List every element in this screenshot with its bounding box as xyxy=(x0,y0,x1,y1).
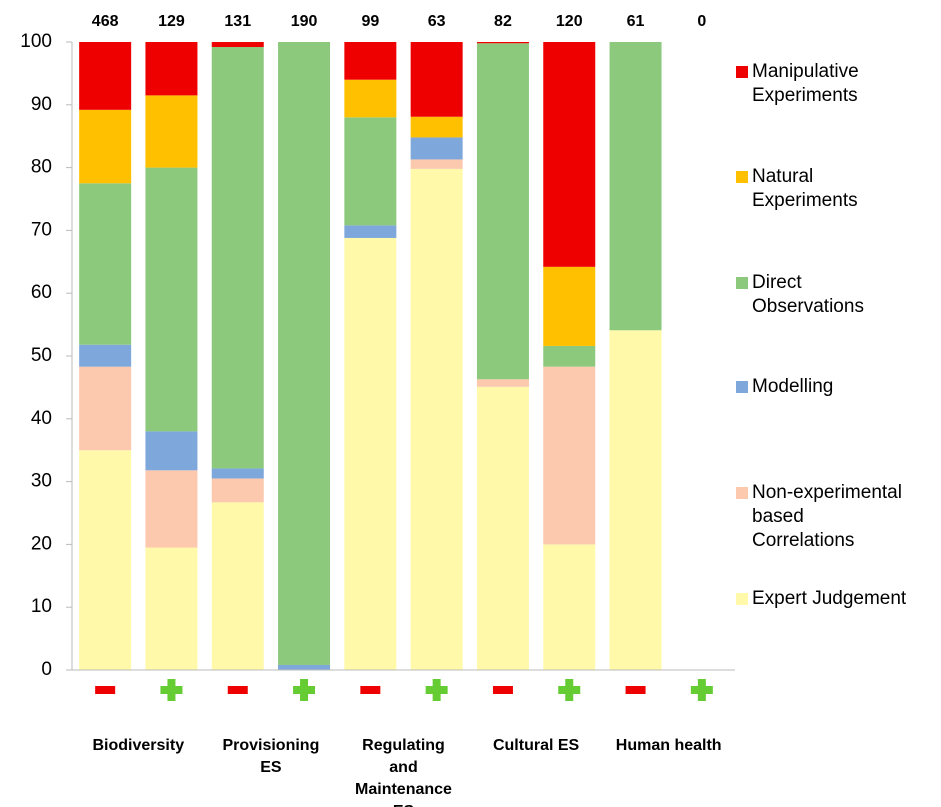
bar-segment xyxy=(609,42,662,331)
y-tick-label: 20 xyxy=(31,533,52,554)
bar-segment xyxy=(79,344,132,367)
plus-icon xyxy=(565,679,574,701)
bar-segment xyxy=(344,79,397,118)
bar-segment xyxy=(543,544,596,670)
bar-segment xyxy=(278,664,331,670)
bar-segment xyxy=(211,502,264,670)
bar-segment xyxy=(79,109,132,184)
category-label: Cultural ES xyxy=(492,737,580,754)
bar-segment xyxy=(211,42,264,48)
legend-label: Natural Experiments xyxy=(752,166,858,211)
bar-segment xyxy=(543,266,596,346)
y-tick-label: 60 xyxy=(31,282,52,303)
minus-icon xyxy=(360,686,381,694)
bar-segment xyxy=(410,116,463,138)
bar-segment xyxy=(145,547,198,670)
count-label: 131 xyxy=(224,13,251,30)
legend-swatch xyxy=(736,277,748,289)
bar-segment xyxy=(410,168,463,670)
minus-icon xyxy=(625,686,646,694)
category-label: Biodiversity xyxy=(92,737,185,754)
plus-icon xyxy=(300,679,309,701)
bar-segment xyxy=(410,137,463,160)
legend-swatch xyxy=(736,171,748,183)
bar-segment xyxy=(410,42,463,117)
bar-segment xyxy=(145,431,198,471)
legend-label: Direct Observations xyxy=(752,272,864,317)
count-label: 468 xyxy=(92,13,119,30)
count-label: 120 xyxy=(556,13,583,30)
count-label: 82 xyxy=(494,13,512,30)
legend-swatch xyxy=(736,381,748,393)
bar-segment xyxy=(211,468,264,479)
bar-segment xyxy=(79,450,132,670)
bar-segment xyxy=(476,43,529,380)
legend-swatch xyxy=(736,593,748,605)
y-tick-label: 100 xyxy=(20,31,52,52)
bar-segment xyxy=(344,117,397,226)
bar-segment xyxy=(278,42,331,665)
category-label: Provisioning ES xyxy=(222,737,320,776)
y-tick-label: 70 xyxy=(31,219,52,240)
bar-segment xyxy=(79,42,132,110)
minus-icon xyxy=(227,686,248,694)
y-tick-label: 40 xyxy=(31,408,52,429)
bar-segment xyxy=(344,225,397,238)
legend-swatch xyxy=(736,66,748,78)
bar-segment xyxy=(476,386,529,670)
bar-segment xyxy=(476,42,529,44)
bar-segment xyxy=(145,470,198,548)
legend-label: Modelling xyxy=(752,376,834,397)
bar-segment xyxy=(609,330,662,670)
bar-segment xyxy=(344,42,397,80)
bar-segment xyxy=(543,366,596,545)
count-label: 99 xyxy=(361,13,379,30)
y-tick-label: 0 xyxy=(41,659,52,680)
y-tick-label: 90 xyxy=(31,94,52,115)
legend-swatch xyxy=(736,487,748,499)
y-tick-label: 30 xyxy=(31,471,52,492)
count-label: 61 xyxy=(627,13,645,30)
legend-label: Manipulative Experiments xyxy=(752,61,859,106)
bar-segment xyxy=(145,42,198,96)
bar-segment xyxy=(79,366,132,451)
category-label: Human health xyxy=(615,737,722,754)
bar-segment xyxy=(543,345,596,367)
plus-icon xyxy=(697,679,706,701)
legend-label: Non-experimental based Correlations xyxy=(752,482,902,551)
plus-icon xyxy=(432,679,441,701)
bar-segment xyxy=(145,95,198,168)
category-label: Regulating and Maintenance ES xyxy=(355,737,452,807)
bar-segment xyxy=(145,167,198,432)
bar-segment xyxy=(211,478,264,503)
bar-segment xyxy=(211,47,264,469)
bar-segment xyxy=(543,42,596,267)
count-label: 129 xyxy=(158,13,185,30)
y-tick-label: 50 xyxy=(31,345,52,366)
minus-icon xyxy=(95,686,116,694)
count-label: 0 xyxy=(697,13,706,30)
bar-segment xyxy=(344,237,397,670)
bar-segment xyxy=(410,159,463,169)
minus-icon xyxy=(492,686,513,694)
plus-icon xyxy=(167,679,176,701)
count-label: 63 xyxy=(428,13,446,30)
legend-label: Expert Judgement xyxy=(752,588,907,609)
bar-segment xyxy=(476,379,529,387)
y-tick-label: 80 xyxy=(31,157,52,178)
bar-segment xyxy=(79,183,132,345)
y-tick-label: 10 xyxy=(31,596,52,617)
count-label: 190 xyxy=(291,13,318,30)
